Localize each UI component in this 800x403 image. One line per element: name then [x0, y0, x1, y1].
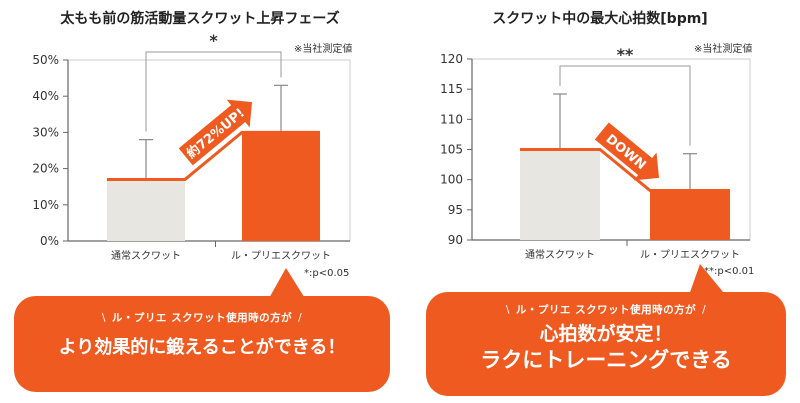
chart-panel-heartrate: スクワット中の最大心拍数[bpm] ※当社測定値 90 95 100 105 110 11…	[400, 0, 800, 403]
callout-bubble: \ ル・プリエ スクワット使用時の方が / より効果的に鍛えることができる！	[14, 296, 390, 392]
y-tick-label: 10%	[32, 198, 59, 212]
bar	[650, 190, 730, 240]
chart-title: スクワット中の最大心拍数[bpm]	[492, 11, 708, 27]
x-category-label: ル・プリエスクワット	[231, 250, 331, 262]
significance-bracket	[559, 65, 691, 146]
significance-bracket	[145, 51, 282, 132]
callout-main-text-line2: ラクにトレーニングできる	[480, 347, 732, 372]
p-value-note: **:p<0.01	[704, 266, 755, 277]
x-category-label: 通常スクワット	[525, 248, 595, 261]
y-tick-label: 20%	[32, 162, 59, 176]
trend-line	[107, 130, 320, 181]
p-value-note: *:p<0.05	[304, 268, 350, 279]
arrow-shape	[594, 122, 660, 181]
y-tick-label: 0%	[40, 234, 59, 248]
y-tick-label: 105	[440, 143, 463, 157]
y-tick-label: 40%	[32, 89, 59, 103]
y-tick-label: 100	[440, 173, 463, 187]
callout-subtitle: \ ル・プリエ スクワット使用時の方が /	[505, 304, 707, 316]
significance-mark: **	[617, 45, 634, 64]
callout-bubble: \ ル・プリエ スクワット使用時の方が / 心拍数が安定！ ラクにトレーニングできる	[426, 292, 786, 396]
chart-panel-muscle: 太もも前の筋活動量スクワット上昇フェーズ ※当社測定値 0% 10% 20% 30% 4…	[14, 11, 390, 392]
callout-subtitle: \ ル・プリエ スクワット使用時の方が /	[101, 312, 303, 324]
measurement-note: ※当社測定値	[694, 44, 753, 55]
callout-main-text-line1: 心拍数が安定！	[539, 323, 673, 345]
trend-line	[520, 148, 730, 193]
arrow-callout: DOWN	[594, 122, 660, 181]
y-tick-label: 115	[440, 82, 463, 96]
y-tick-label: 120	[440, 52, 463, 66]
bar-chart-muscle: 0%10%20%30%40%50%通常スクワット ル・プリエスクワット*約72%U…	[32, 31, 351, 262]
bar	[520, 149, 600, 240]
x-category-label: ル・プリエスクワット	[640, 249, 740, 261]
y-tick-label: 90	[448, 233, 463, 247]
bubble-tail	[268, 268, 306, 300]
callout-main-text: より効果的に鍛えることができる！	[58, 337, 346, 358]
significance-mark: *	[209, 31, 218, 50]
x-category-label: 通常スクワット	[111, 249, 181, 262]
y-tick-label: 50%	[32, 53, 59, 67]
measurement-note: ※当社測定値	[294, 44, 353, 55]
bar	[242, 132, 320, 241]
y-tick-label: 95	[448, 203, 463, 217]
bar-chart-heartrate: 90 95 100 105 110 115 120 通常スクワット ル・プリエスクワット ** DO…	[440, 45, 751, 261]
y-tick-label: 110	[440, 112, 463, 126]
bar	[107, 179, 185, 241]
bubble-tail	[688, 264, 728, 298]
arrow-shape	[178, 99, 253, 166]
y-tick-label: 30%	[32, 125, 59, 139]
chart-title: 太もも前の筋活動量スクワット上昇フェーズ	[60, 11, 340, 27]
